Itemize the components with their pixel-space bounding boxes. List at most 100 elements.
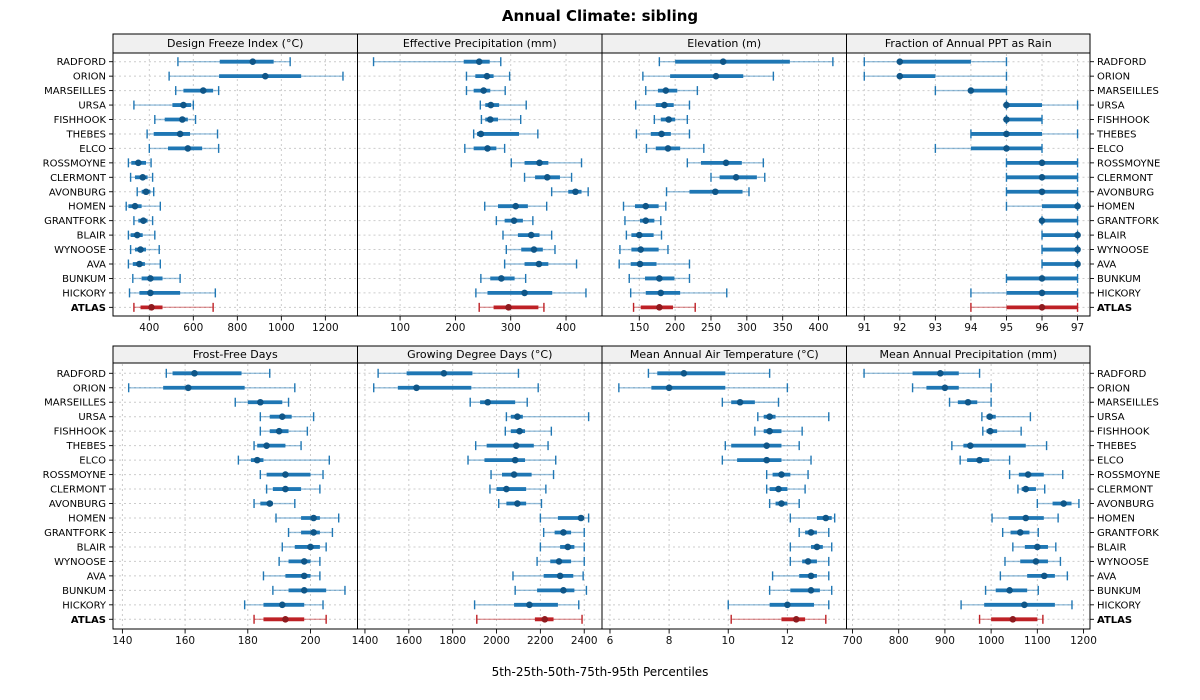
x-tick-label: 1600 bbox=[395, 635, 422, 647]
percentile-row-hickory bbox=[970, 288, 1079, 298]
percentile-row-ava bbox=[262, 571, 321, 581]
percentile-row-grantfork bbox=[798, 527, 830, 537]
chart-title: Annual Climate: sibling bbox=[501, 7, 699, 25]
site-label-right: WYNOOSE bbox=[1097, 245, 1149, 256]
percentile-row-elco bbox=[467, 455, 557, 465]
percentile-row-elco bbox=[934, 143, 1043, 153]
x-tick-label: 91 bbox=[858, 322, 871, 334]
percentile-row-atlas bbox=[253, 614, 327, 624]
percentile-row-marseilles bbox=[948, 397, 992, 407]
percentile-row-bunkum bbox=[480, 273, 527, 283]
median-dot bbox=[1074, 202, 1081, 210]
panel-growing-degree-days-c: 1400 1600 1800 2000 2200 2400 Growing Degree D… bbox=[352, 345, 603, 647]
median-dot bbox=[184, 384, 192, 392]
site-label-right: ROSSMOYNE bbox=[1097, 158, 1160, 169]
x-tick-label: 92 bbox=[893, 322, 906, 334]
median-dot bbox=[986, 427, 994, 435]
median-dot bbox=[253, 456, 261, 464]
median-dot bbox=[1040, 572, 1048, 580]
median-dot bbox=[300, 587, 308, 594]
percentile-row-avonburg bbox=[253, 499, 296, 509]
site-label-left: GRANTFORK bbox=[44, 216, 106, 227]
x-tick-label: 1100 bbox=[1024, 635, 1051, 647]
percentile-row-grantfork bbox=[287, 527, 334, 537]
percentile-row-atlas bbox=[478, 302, 545, 312]
median-dot bbox=[199, 87, 207, 94]
median-dot bbox=[278, 601, 286, 609]
percentile-row-homen bbox=[622, 201, 667, 211]
median-dot bbox=[1038, 275, 1046, 282]
percentile-row-bunkum bbox=[132, 273, 181, 283]
median-dot bbox=[136, 260, 143, 268]
median-dot bbox=[1006, 587, 1013, 594]
percentile-row-blair bbox=[539, 542, 585, 552]
site-label-left: ELCO bbox=[79, 456, 106, 467]
x-tick-label: 200 bbox=[665, 322, 685, 334]
percentile-row-bunkum bbox=[272, 585, 346, 595]
percentile-row-rossmoyne bbox=[259, 470, 324, 480]
percentile-row-fishhook bbox=[480, 115, 522, 124]
percentile-row-clermont bbox=[489, 484, 547, 494]
median-dot bbox=[440, 370, 448, 377]
percentile-row-clermont bbox=[129, 172, 154, 182]
site-label-left: MARSEILLES bbox=[44, 86, 106, 97]
median-dot bbox=[1034, 543, 1041, 551]
median-dot bbox=[275, 427, 283, 435]
median-dot bbox=[249, 58, 257, 65]
site-label-right: RADFORD bbox=[1097, 369, 1147, 380]
percentile-row-ava bbox=[999, 571, 1069, 581]
percentile-row-radford bbox=[177, 57, 291, 67]
median-dot bbox=[661, 101, 668, 109]
median-dot bbox=[719, 58, 727, 65]
median-dot bbox=[635, 231, 643, 239]
median-dot bbox=[766, 427, 773, 435]
percentile-row-wynoose bbox=[1041, 245, 1081, 255]
site-label-right: ORION bbox=[1097, 72, 1130, 83]
percentile-row-atlas bbox=[476, 614, 583, 624]
percentile-row-fishhook bbox=[653, 115, 689, 124]
percentile-row-homen bbox=[991, 513, 1059, 523]
percentile-row-bunkum bbox=[514, 585, 588, 595]
percentile-row-hickory bbox=[473, 600, 580, 610]
x-tick-label: 1200 bbox=[1070, 635, 1097, 647]
percentile-row-orion bbox=[168, 71, 344, 81]
x-tick-label: 300 bbox=[501, 322, 521, 334]
median-dot bbox=[941, 384, 949, 392]
median-dot bbox=[180, 101, 187, 109]
percentile-row-bunkum bbox=[984, 585, 1039, 595]
percentile-row-clermont bbox=[265, 484, 321, 494]
panel-strip-title: Frost-Free Days bbox=[193, 348, 278, 361]
site-label-left: ORION bbox=[73, 72, 106, 83]
median-dot bbox=[1038, 304, 1046, 311]
median-dot bbox=[807, 587, 815, 594]
percentile-row-marseilles bbox=[234, 397, 290, 407]
site-label-left: HICKORY bbox=[62, 288, 107, 299]
median-dot bbox=[1003, 116, 1010, 123]
median-dot bbox=[1003, 101, 1010, 109]
x-tick-label: 10 bbox=[722, 635, 735, 647]
site-label-right: BUNKUM bbox=[1097, 274, 1141, 285]
site-label-left: AVA bbox=[87, 571, 106, 582]
percentile-row-wynoose bbox=[536, 556, 585, 566]
site-label-left: THEBES bbox=[66, 441, 106, 452]
percentile-row-radford bbox=[863, 368, 981, 378]
panel-strip-title: Mean Annual Air Temperature (°C) bbox=[630, 348, 819, 361]
x-tick-label: 2200 bbox=[527, 635, 554, 647]
percentile-row-avonburg bbox=[550, 187, 589, 197]
percentile-row-clermont bbox=[523, 172, 573, 182]
median-dot bbox=[300, 572, 308, 580]
site-label-right: HICKORY bbox=[1097, 288, 1142, 299]
panel-effective-precipitation-mm: 100 200 300 400 Effective Precipitation (mm) bbox=[357, 33, 603, 334]
x-tick-label: 900 bbox=[935, 635, 955, 647]
x-tick-label: 400 bbox=[809, 322, 829, 334]
median-dot bbox=[642, 202, 650, 210]
site-label-right: FISHHOOK bbox=[1097, 427, 1150, 438]
percentile-row-ava bbox=[771, 571, 830, 581]
median-dot bbox=[486, 116, 494, 123]
site-label-right: HOMEN bbox=[1097, 202, 1135, 213]
median-dot bbox=[936, 370, 944, 377]
median-dot bbox=[736, 398, 744, 406]
x-tick-label: 700 bbox=[842, 635, 862, 647]
median-dot bbox=[1074, 231, 1081, 239]
